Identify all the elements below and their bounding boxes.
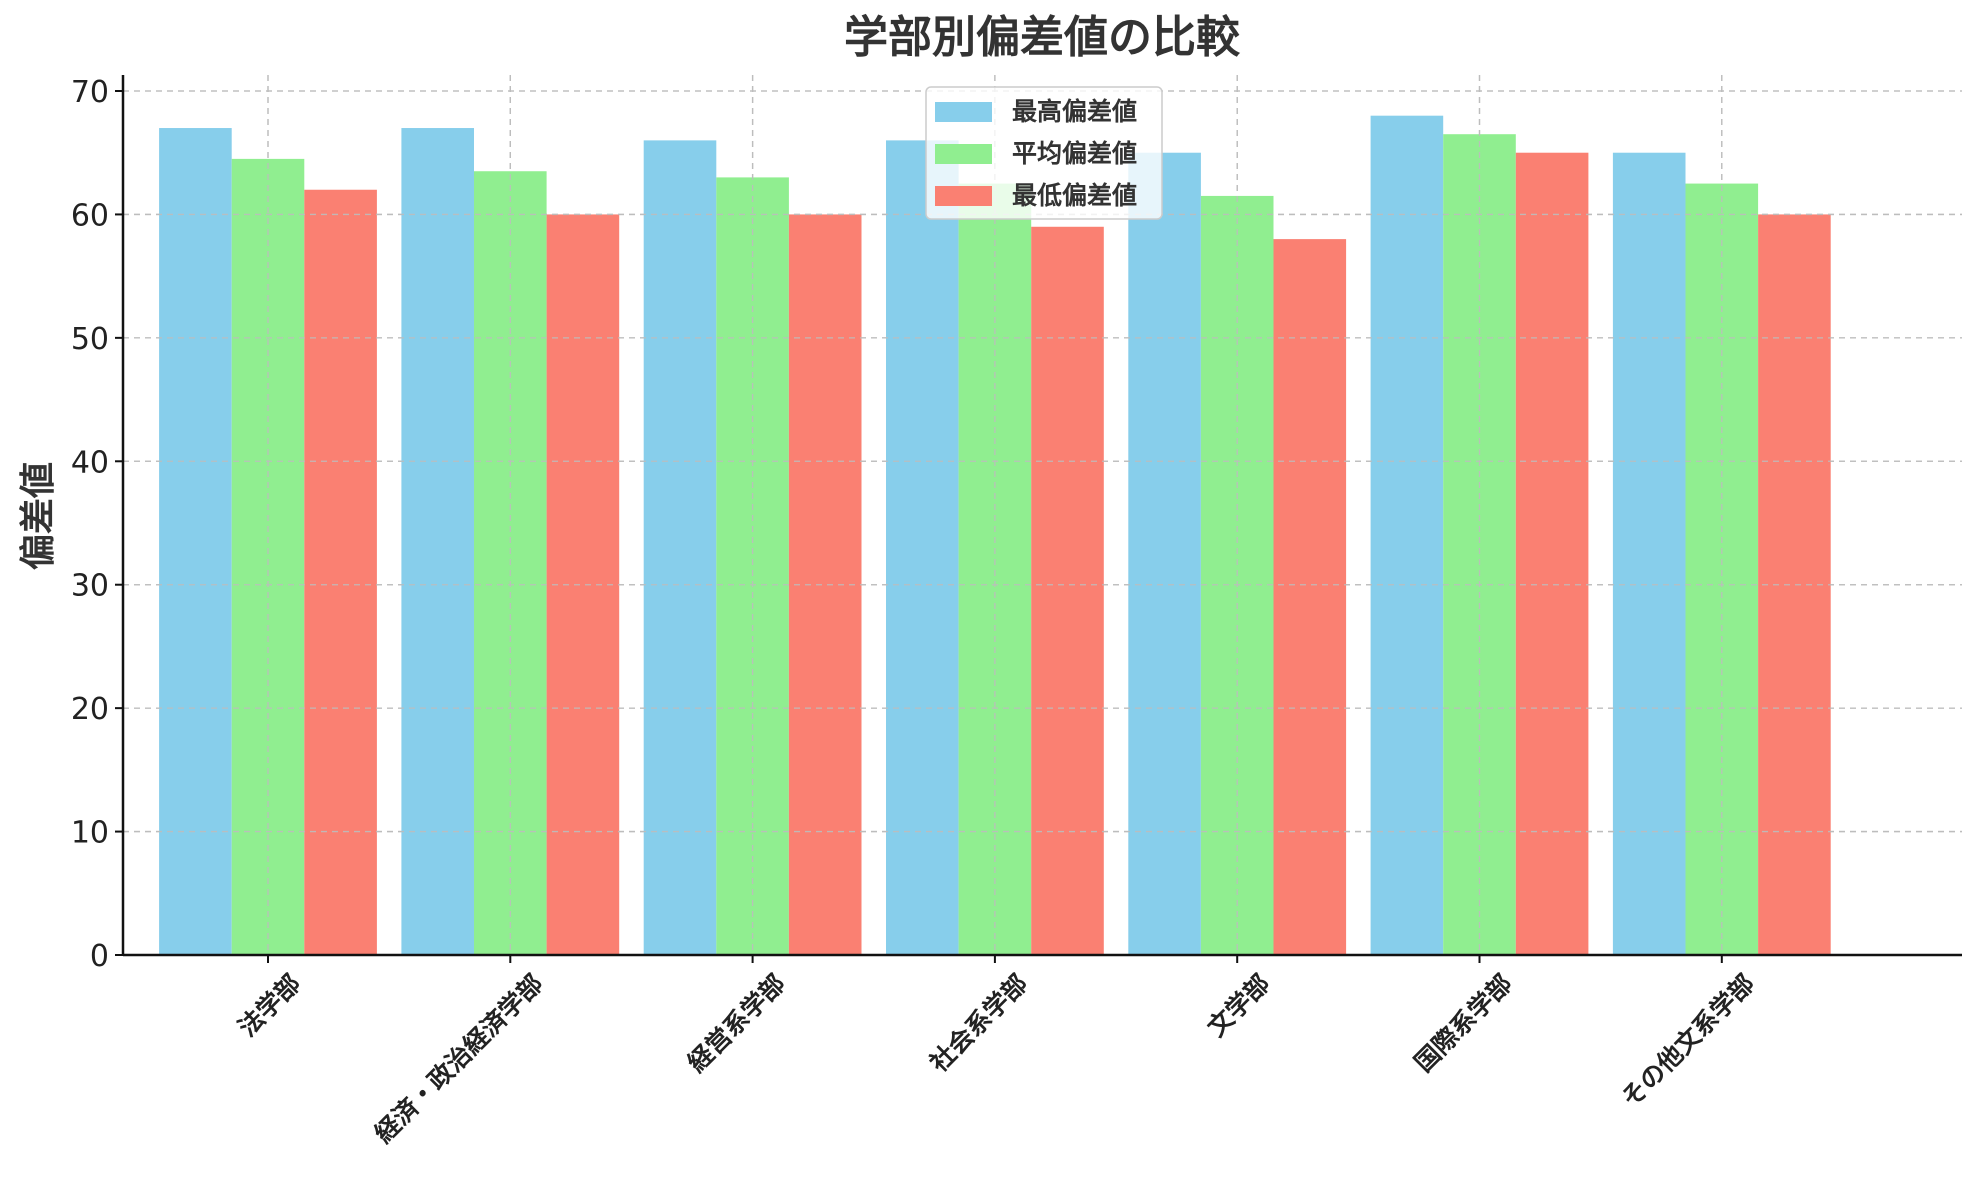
- legend-label: 最高偏差値: [1012, 97, 1137, 126]
- bar-max: [1128, 152, 1201, 955]
- y-tick-label: 70: [71, 75, 109, 110]
- x-tick-label: 経済・政治経済学部: [369, 969, 549, 1149]
- bar-min: [1273, 239, 1347, 956]
- x-tick-label: その他文系学部: [1616, 969, 1760, 1113]
- axes: [115, 75, 1962, 963]
- legend-label: 平均偏差値: [1012, 139, 1137, 168]
- bar-min: [1031, 226, 1104, 955]
- bar-max: [1370, 115, 1444, 955]
- bar-avg: [231, 158, 305, 955]
- x-tick-label: 文学部: [1202, 969, 1276, 1043]
- x-tick-label: 法学部: [233, 969, 307, 1043]
- y-tick-label: 60: [71, 198, 109, 233]
- bar-min: [1515, 152, 1589, 955]
- bar-max: [886, 140, 959, 955]
- bar-max: [1612, 152, 1686, 955]
- legend-swatch: [935, 186, 992, 206]
- bar-avg: [1443, 134, 1516, 955]
- x-tick-labels: 法学部 経済・政治経済学部 経営系学部 社会系学部 文学部 国際系学部 その他文系学部: [233, 969, 1760, 1149]
- y-tick-label: 0: [90, 939, 109, 974]
- y-tick-label: 10: [71, 816, 109, 851]
- bar-max: [159, 128, 232, 955]
- y-tick-labels: 0 10 20 30 40 50 60 70: [71, 75, 109, 974]
- legend-label: 最低偏差値: [1012, 181, 1137, 210]
- bar-max: [643, 140, 717, 955]
- bars: [123, 75, 1962, 956]
- x-tick-label: 経営系学部: [682, 969, 791, 1078]
- chart-title: 学部別偏差値の比較: [844, 12, 1241, 63]
- legend-swatch: [935, 144, 992, 164]
- y-tick-label: 50: [71, 322, 109, 357]
- y-tick-label: 40: [71, 445, 109, 480]
- bar-max: [401, 128, 474, 955]
- y-axis-label: 偏差値: [18, 462, 59, 570]
- y-tick-label: 30: [71, 569, 109, 604]
- legend-swatch: [935, 102, 992, 122]
- x-tick-label: 社会系学部: [924, 969, 1033, 1078]
- bar-min: [304, 189, 377, 955]
- y-tick-label: 20: [71, 692, 109, 727]
- x-tick-label: 国際系学部: [1409, 969, 1518, 1078]
